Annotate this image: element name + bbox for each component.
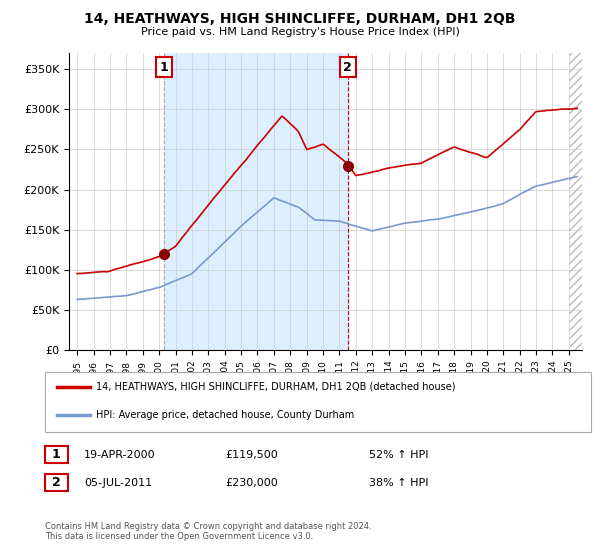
Text: 38% ↑ HPI: 38% ↑ HPI	[369, 478, 428, 488]
Text: Contains HM Land Registry data © Crown copyright and database right 2024.
This d: Contains HM Land Registry data © Crown c…	[45, 522, 371, 542]
Text: Price paid vs. HM Land Registry's House Price Index (HPI): Price paid vs. HM Land Registry's House …	[140, 27, 460, 37]
Text: 05-JUL-2011: 05-JUL-2011	[84, 478, 152, 488]
Text: 52% ↑ HPI: 52% ↑ HPI	[369, 450, 428, 460]
Text: 1: 1	[52, 448, 61, 461]
Text: £119,500: £119,500	[225, 450, 278, 460]
Text: £230,000: £230,000	[225, 478, 278, 488]
Text: HPI: Average price, detached house, County Durham: HPI: Average price, detached house, Coun…	[96, 410, 354, 421]
Text: 14, HEATHWAYS, HIGH SHINCLIFFE, DURHAM, DH1 2QB: 14, HEATHWAYS, HIGH SHINCLIFFE, DURHAM, …	[84, 12, 516, 26]
Text: 1: 1	[160, 60, 169, 73]
Bar	[164, 53, 347, 350]
Text: 2: 2	[52, 476, 61, 489]
Bar	[569, 53, 593, 350]
Text: 2: 2	[343, 60, 352, 73]
Text: 19-APR-2000: 19-APR-2000	[84, 450, 155, 460]
Text: 14, HEATHWAYS, HIGH SHINCLIFFE, DURHAM, DH1 2QB (detached house): 14, HEATHWAYS, HIGH SHINCLIFFE, DURHAM, …	[96, 382, 455, 392]
